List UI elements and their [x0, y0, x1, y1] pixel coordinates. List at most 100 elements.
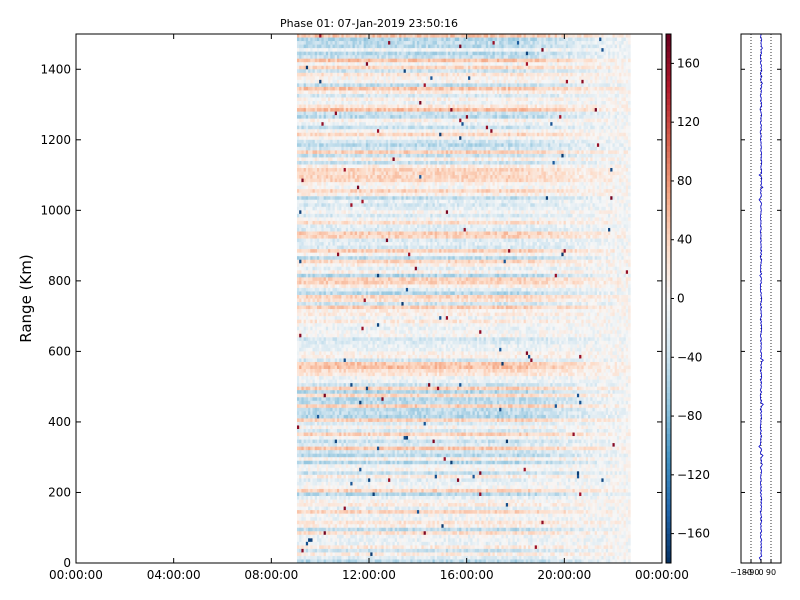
heatmap-cell	[301, 150, 304, 154]
heatmap-cell	[313, 122, 316, 126]
heatmap-cell	[313, 284, 316, 288]
heatmap-cell	[359, 83, 362, 87]
heatmap-cell	[301, 228, 304, 232]
heatmap-cell	[324, 387, 327, 391]
heatmap-cell	[335, 327, 338, 331]
heatmap-cell	[359, 87, 362, 91]
heatmap-cell	[301, 443, 304, 447]
heatmap-cell	[348, 468, 351, 472]
heatmap-cell	[324, 408, 327, 412]
heatmap-cell	[359, 147, 362, 151]
heatmap-cell	[324, 214, 327, 218]
heatmap-cell	[313, 425, 316, 429]
heatmap-cell	[301, 73, 304, 77]
heatmap-cell	[313, 496, 316, 500]
heatmap-cell	[348, 179, 351, 183]
heatmap-cell	[313, 334, 316, 338]
heatmap-cell	[335, 263, 338, 267]
heatmap-cell	[359, 94, 362, 98]
heatmap-cell	[348, 267, 351, 271]
heatmap-cell	[348, 408, 351, 412]
heatmap-cell	[301, 112, 304, 116]
heatmap-cell	[313, 408, 316, 412]
heatmap-cell	[313, 376, 316, 380]
heatmap-cell	[301, 425, 304, 429]
heatmap-cell	[301, 164, 304, 168]
heatmap-cell	[335, 129, 338, 133]
heatmap-cell	[348, 66, 351, 70]
heatmap-cell	[324, 397, 327, 401]
heatmap-cell	[335, 249, 338, 253]
heatmap-cell	[335, 115, 338, 119]
heatmap-cell	[335, 545, 338, 549]
heatmap-cell	[348, 542, 351, 546]
heatmap-cell	[370, 133, 373, 137]
heatmap-cell	[335, 221, 338, 225]
heatmap-cell	[313, 503, 316, 507]
heatmap-cell	[335, 253, 338, 257]
heatmap-cell	[359, 344, 362, 348]
heatmap-cell	[335, 341, 338, 345]
heatmap-cell	[324, 468, 327, 472]
heatmap-cell	[359, 203, 362, 207]
heatmap-cell	[348, 471, 351, 475]
heatmap-cell	[348, 461, 351, 465]
heatmap-cell	[313, 200, 316, 204]
heatmap-cell	[370, 38, 373, 42]
heatmap-cell	[324, 136, 327, 140]
heatmap-cell	[301, 538, 304, 542]
heatmap-cell	[313, 362, 316, 366]
heatmap-cell	[301, 52, 304, 56]
heatmap-cell	[348, 538, 351, 542]
heatmap-cell	[313, 246, 316, 250]
heatmap-cell	[359, 524, 362, 528]
heatmap-cell	[359, 418, 362, 422]
heatmap-cell	[370, 193, 373, 197]
heatmap-cell	[313, 552, 316, 556]
heatmap-cell	[348, 418, 351, 422]
heatmap-cell	[359, 55, 362, 59]
figure: Phase 01: 07-Jan-2019 23:50:16 00:00:00 0…	[0, 0, 800, 600]
heatmap-cells	[297, 34, 631, 563]
heatmap-cell	[348, 507, 351, 511]
heatmap-cell	[359, 122, 362, 126]
heatmap-cell	[301, 373, 304, 377]
heatmap-cell	[313, 380, 316, 384]
heatmap-cell	[301, 41, 304, 45]
heatmap-cell	[324, 440, 327, 444]
heatmap-cell	[348, 401, 351, 405]
heatmap-cell	[313, 55, 316, 59]
heatmap-cell	[324, 429, 327, 433]
heatmap-cell	[348, 231, 351, 235]
heatmap-cell	[301, 80, 304, 84]
heatmap-cell	[359, 143, 362, 147]
heatmap-cell	[324, 38, 327, 42]
heatmap-cell	[313, 323, 316, 327]
heatmap-cell	[348, 108, 351, 112]
heatmap-cell	[324, 94, 327, 98]
heatmap-cell	[359, 369, 362, 373]
heatmap-cell	[313, 521, 316, 525]
heatmap-cell	[370, 112, 373, 116]
heatmap-cell	[370, 59, 373, 63]
heatmap-cell	[335, 55, 338, 59]
heatmap-cell	[335, 38, 338, 42]
heatmap-cell	[335, 69, 338, 73]
heatmap-cell	[324, 320, 327, 324]
heatmap-cell	[359, 404, 362, 408]
heatmap-cell	[313, 295, 316, 299]
heatmap-cell	[370, 41, 373, 45]
heatmap-cell	[359, 535, 362, 539]
heatmap-cell	[301, 76, 304, 80]
heatmap-cell	[313, 175, 316, 179]
heatmap-cell	[313, 38, 316, 42]
heatmap-cell	[324, 514, 327, 518]
heatmap-cell	[301, 62, 304, 66]
heatmap-cell	[335, 355, 338, 359]
heatmap-cell	[359, 263, 362, 267]
heatmap-cell	[359, 126, 362, 130]
heatmap-cell	[335, 66, 338, 70]
heatmap-cell	[348, 517, 351, 521]
heatmap-cell	[324, 461, 327, 465]
heatmap-cell	[301, 362, 304, 366]
